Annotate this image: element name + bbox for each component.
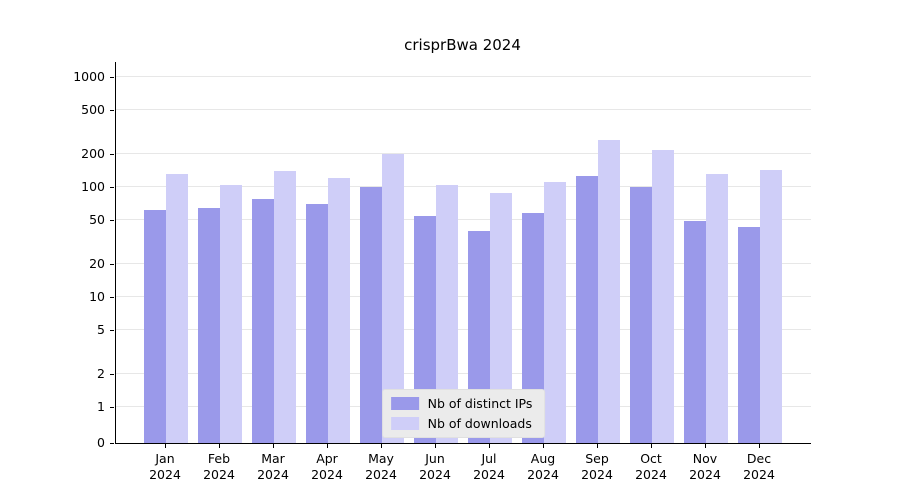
gridline [116,186,811,187]
x-tick-mark [651,444,652,448]
bar-distinct-ips [738,227,760,443]
x-tick-mark [435,444,436,448]
bar-distinct-ips [144,209,166,443]
bar-distinct-ips [360,187,382,443]
y-tick-label: 0 [97,435,105,450]
y-tick-mark [110,443,114,444]
x-tick-mark [273,444,274,448]
gridline [116,296,811,297]
bar-downloads [166,174,188,443]
x-tick-label: Nov 2024 [689,451,721,483]
x-tick-mark [489,444,490,448]
y-tick-mark [110,220,114,222]
bar-downloads [652,150,674,443]
bar-downloads [274,170,296,443]
bar-downloads [760,170,782,443]
y-tick-mark [110,187,114,188]
y-tick-label: 200 [81,145,105,161]
bar-distinct-ips [252,198,274,443]
x-tick-label: Feb 2024 [203,451,235,483]
y-tick-mark [110,297,114,298]
x-tick-mark [327,444,328,448]
x-tick-mark [381,444,382,448]
y-tick-mark [110,330,114,332]
y-tick-label: 5 [97,322,105,338]
y-tick-label: 2 [97,365,105,381]
y-tick-mark [110,110,114,112]
x-tick-label: Jun 2024 [419,451,451,483]
bar-distinct-ips [630,187,652,443]
bar-downloads [220,184,242,443]
y-tick-mark [110,263,114,265]
x-tick-mark [165,444,166,448]
bar-downloads [382,153,404,443]
x-tick-label: Jan 2024 [149,451,181,483]
bar-downloads [328,178,350,443]
legend-swatch-downloads [390,417,419,430]
bar-downloads [544,181,566,443]
x-tick-label: Jul 2024 [473,451,505,483]
bar-distinct-ips [684,221,706,443]
bar-downloads [490,193,512,443]
x-tick-mark [759,444,760,448]
x-tick-label: Mar 2024 [257,451,289,483]
x-tick-label: Apr 2024 [311,451,343,483]
y-tick-mark [110,153,114,155]
gridline [116,219,811,221]
legend-swatch-distinct-ips [390,397,419,410]
chart-title: crisprBwa 2024 [404,36,521,54]
legend-item-downloads: Nb of downloads [390,416,533,431]
x-tick-mark [219,444,220,448]
gridline [116,109,811,111]
bar-downloads [436,184,458,443]
x-tick-label: Aug 2024 [527,451,559,483]
gridline [116,76,811,77]
y-tick-mark [110,407,114,408]
y-tick-label: 10 [89,289,105,304]
bar-distinct-ips [198,207,220,443]
x-tick-label: Oct 2024 [635,451,667,483]
y-tick-label: 500 [81,102,105,118]
y-tick-label: 1000 [73,69,105,84]
y-tick-mark [110,373,114,375]
bar-distinct-ips [414,215,436,443]
y-tick-label: 50 [89,212,105,228]
bar-distinct-ips [576,176,598,443]
y-tick-label: 20 [89,255,105,271]
x-tick-label: Sep 2024 [581,451,613,483]
gridline [116,372,811,374]
x-tick-label: May 2024 [365,451,397,483]
bar-distinct-ips [306,204,328,443]
y-tick-label: 100 [81,179,105,194]
gridline [116,329,811,331]
x-tick-mark [705,444,706,448]
gridline [116,262,811,264]
bar-distinct-ips [522,213,544,443]
y-tick-label: 1 [97,399,105,414]
gridline [116,152,811,154]
bar-downloads [598,140,620,443]
x-tick-mark [543,444,544,448]
legend-label-downloads: Nb of downloads [427,416,532,431]
plot-area: Nb of distinct IPs Nb of downloads [115,62,811,444]
legend: Nb of distinct IPs Nb of downloads [381,389,546,438]
legend-item-distinct-ips: Nb of distinct IPs [390,396,533,411]
y-tick-mark [110,77,114,78]
bar-downloads [706,174,728,443]
x-tick-label: Dec 2024 [743,451,775,483]
x-tick-mark [597,444,598,448]
legend-label-distinct-ips: Nb of distinct IPs [427,396,533,411]
